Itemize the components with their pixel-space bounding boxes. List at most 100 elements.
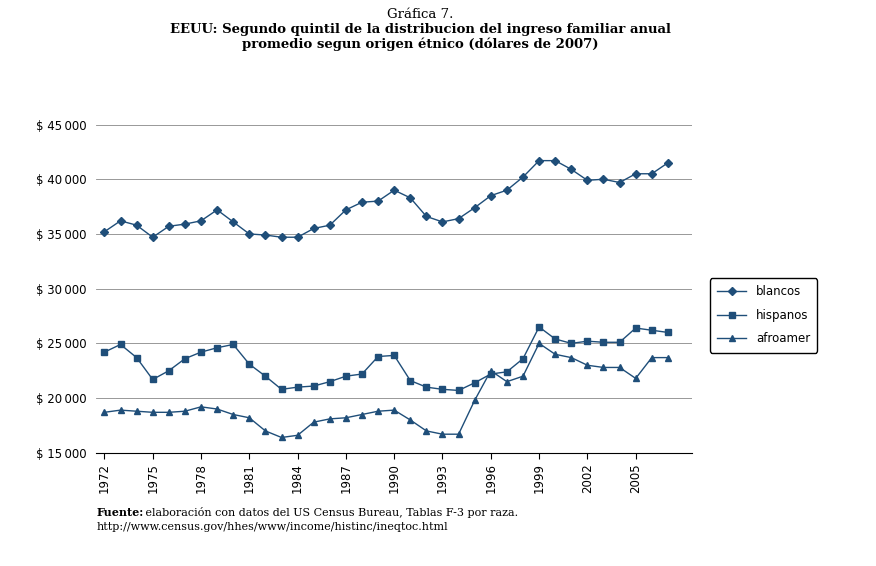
afroamer [373, 408, 384, 415]
afroamer [357, 411, 367, 418]
afroamer [180, 408, 190, 415]
afroamer [566, 354, 576, 361]
afroamer [405, 417, 415, 423]
blancos [212, 207, 223, 213]
blancos [583, 177, 593, 184]
hispanos [308, 383, 319, 389]
hispanos [614, 339, 625, 346]
hispanos [502, 368, 512, 375]
hispanos [485, 371, 496, 378]
blancos [195, 217, 206, 224]
hispanos [373, 353, 384, 360]
blancos [518, 174, 528, 181]
hispanos [195, 349, 206, 355]
blancos [485, 192, 496, 199]
hispanos [324, 378, 335, 385]
afroamer [341, 414, 351, 421]
blancos [324, 222, 335, 229]
hispanos [293, 384, 303, 391]
blancos [454, 215, 464, 222]
afroamer [99, 409, 110, 415]
hispanos [164, 367, 174, 374]
hispanos [180, 355, 190, 362]
hispanos [437, 386, 448, 393]
blancos [131, 222, 142, 229]
hispanos [631, 325, 641, 332]
afroamer [195, 404, 206, 410]
afroamer [550, 351, 561, 358]
hispanos [662, 329, 673, 336]
blancos [147, 234, 158, 241]
afroamer [614, 364, 625, 371]
hispanos [389, 352, 399, 359]
afroamer [244, 414, 255, 421]
afroamer [116, 407, 126, 414]
blancos [533, 157, 544, 164]
blancos [614, 179, 625, 186]
blancos [341, 207, 351, 213]
blancos [276, 234, 286, 241]
blancos [228, 218, 238, 225]
hispanos [598, 339, 609, 346]
hispanos [99, 349, 110, 355]
hispanos [583, 338, 593, 345]
Line: afroamer: afroamer [102, 341, 671, 440]
afroamer [212, 406, 223, 413]
Text: http://www.census.gov/hhes/www/income/histinc/ineqtoc.html: http://www.census.gov/hhes/www/income/hi… [96, 522, 448, 532]
hispanos [276, 386, 286, 393]
blancos [550, 157, 561, 164]
blancos [598, 176, 609, 183]
Text: Gráfica 7.: Gráfica 7. [387, 8, 454, 22]
blancos [308, 225, 319, 232]
Text: elaboración con datos del US Census Bureau, Tablas F-3 por raza.: elaboración con datos del US Census Bure… [142, 507, 518, 517]
afroamer [389, 407, 399, 414]
blancos [260, 231, 271, 238]
hispanos [405, 377, 415, 384]
blancos [470, 204, 480, 211]
hispanos [646, 327, 657, 333]
Text: Fuente:: Fuente: [96, 507, 144, 517]
hispanos [357, 371, 367, 378]
afroamer [583, 362, 593, 368]
hispanos [341, 373, 351, 380]
afroamer [324, 415, 335, 422]
afroamer [164, 409, 174, 415]
blancos [437, 218, 448, 225]
afroamer [437, 431, 448, 438]
hispanos [116, 341, 126, 348]
afroamer [147, 409, 158, 415]
afroamer [518, 373, 528, 380]
blancos [389, 187, 399, 194]
blancos [373, 198, 384, 204]
afroamer [502, 378, 512, 385]
afroamer [598, 364, 609, 371]
blancos [357, 199, 367, 205]
Text: promedio segun origen étnico (dólares de 2007): promedio segun origen étnico (dólares de… [243, 37, 598, 51]
afroamer [228, 411, 238, 418]
hispanos [421, 384, 432, 391]
hispanos [550, 336, 561, 342]
blancos [566, 166, 576, 173]
blancos [99, 228, 110, 235]
hispanos [454, 387, 464, 394]
blancos [180, 221, 190, 228]
hispanos [518, 355, 528, 362]
afroamer [662, 354, 673, 361]
afroamer [470, 397, 480, 404]
hispanos [212, 344, 223, 351]
Legend: blancos, hispanos, afroamer: blancos, hispanos, afroamer [710, 278, 817, 353]
afroamer [131, 408, 142, 415]
blancos [421, 213, 432, 220]
afroamer [454, 431, 464, 438]
hispanos [533, 324, 544, 331]
hispanos [228, 341, 238, 348]
hispanos [131, 354, 142, 361]
blancos [502, 187, 512, 194]
afroamer [485, 367, 496, 374]
afroamer [260, 427, 271, 434]
hispanos [470, 379, 480, 386]
afroamer [276, 434, 286, 441]
blancos [631, 170, 641, 177]
blancos [646, 170, 657, 177]
hispanos [244, 361, 255, 367]
